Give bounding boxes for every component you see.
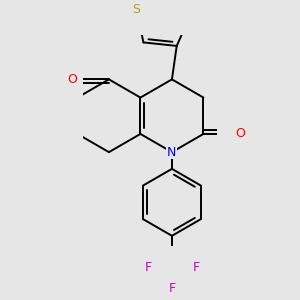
Text: F: F <box>144 261 152 274</box>
Text: O: O <box>67 73 77 86</box>
Text: O: O <box>235 128 245 140</box>
Text: N: N <box>167 146 177 159</box>
Text: F: F <box>192 261 200 274</box>
Text: F: F <box>168 282 175 295</box>
Text: S: S <box>133 3 140 16</box>
